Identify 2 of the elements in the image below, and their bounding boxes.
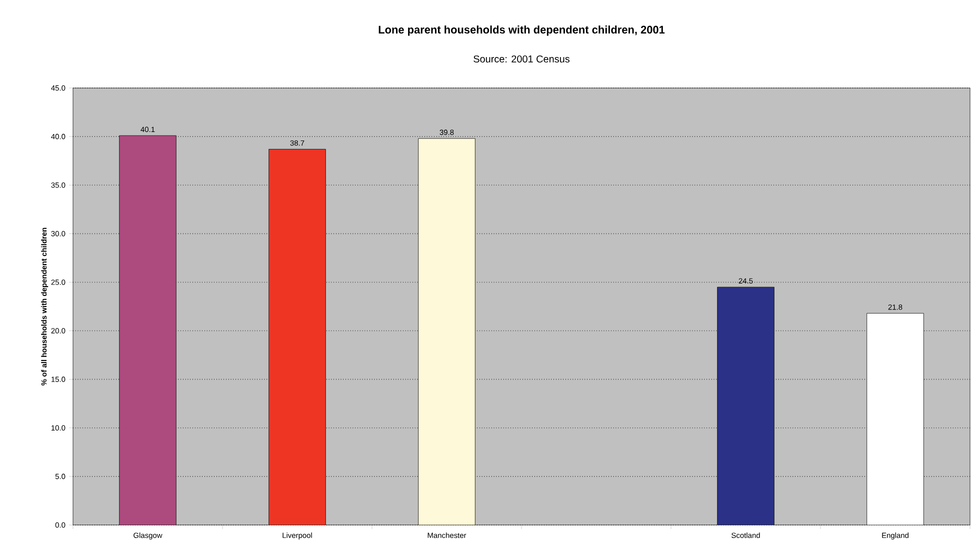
chart-title: Lone parent households with dependent children, 2001: [378, 26, 665, 36]
chart-subtitle: Source: 2001 Census: [474, 55, 570, 62]
